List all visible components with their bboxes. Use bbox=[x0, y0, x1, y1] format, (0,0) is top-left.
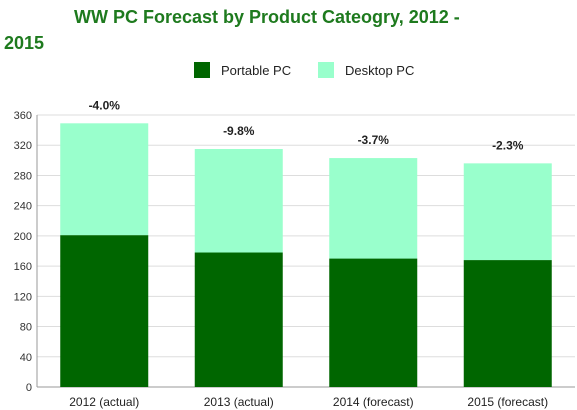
y-tick-label-240: 240 bbox=[14, 201, 32, 213]
chart-title-line-2: 2015 bbox=[4, 33, 45, 53]
data-label-change-1: -9.8% bbox=[223, 124, 255, 138]
data-label-change-3: -2.3% bbox=[492, 138, 524, 152]
legend-item-portable-pc: Portable PC bbox=[194, 62, 291, 78]
data-label-change-0: -4.0% bbox=[89, 98, 121, 112]
y-tick-label-80: 80 bbox=[20, 322, 32, 334]
legend-swatch-desktop-pc bbox=[318, 62, 334, 78]
bar-desktop-pc-2 bbox=[329, 158, 418, 259]
legend-label-desktop-pc: Desktop PC bbox=[345, 62, 415, 78]
bar-portable-pc-2 bbox=[329, 258, 418, 387]
bar-portable-pc-1 bbox=[194, 252, 283, 387]
legend-swatch-portable-pc bbox=[194, 62, 210, 78]
chart-legend: Portable PC Desktop PC bbox=[0, 62, 577, 82]
y-tick-label-280: 280 bbox=[14, 170, 32, 182]
y-tick-label-200: 200 bbox=[14, 231, 32, 243]
bar-desktop-pc-3 bbox=[463, 163, 552, 261]
y-tick-label-320: 320 bbox=[14, 140, 32, 152]
chart-title-line-1: WW PC Forecast by Product Cateogry, 2012… bbox=[74, 7, 460, 27]
legend-item-desktop-pc: Desktop PC bbox=[318, 62, 414, 78]
bar-portable-pc-3 bbox=[463, 260, 552, 387]
y-tick-label-120: 120 bbox=[14, 291, 32, 303]
legend-label-portable-pc: Portable PC bbox=[221, 62, 292, 78]
bar-portable-pc-0 bbox=[60, 235, 149, 387]
data-label-change-2: -3.7% bbox=[358, 133, 390, 147]
y-tick-label-0: 0 bbox=[26, 382, 32, 394]
x-tick-label-3: 2015 (forecast) bbox=[467, 395, 548, 409]
y-tick-label-360: 360 bbox=[14, 110, 32, 122]
y-tick-label-40: 40 bbox=[20, 352, 32, 364]
x-tick-label-1: 2013 (actual) bbox=[204, 395, 274, 409]
x-tick-label-0: 2012 (actual) bbox=[69, 395, 139, 409]
chart-title: WW PC Forecast by Product Cateogry, 2012… bbox=[4, 4, 564, 56]
bar-desktop-pc-1 bbox=[194, 149, 283, 253]
x-tick-label-2: 2014 (forecast) bbox=[333, 395, 414, 409]
y-tick-label-160: 160 bbox=[14, 261, 32, 273]
bar-desktop-pc-0 bbox=[60, 123, 149, 236]
